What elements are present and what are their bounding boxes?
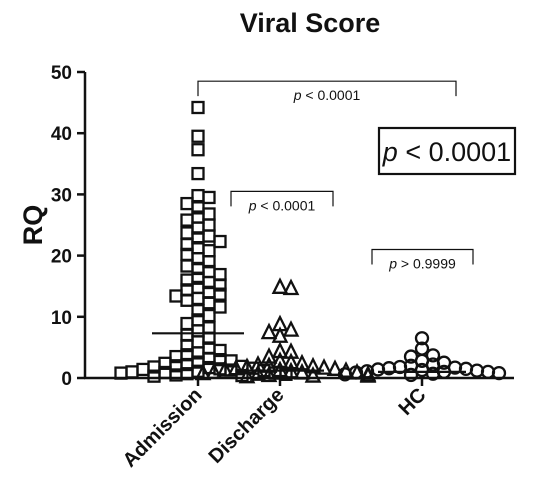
data-point-discharge <box>260 365 278 383</box>
data-point-discharge <box>282 320 300 337</box>
data-point-admission <box>191 188 205 203</box>
data-point-discharge <box>238 357 256 375</box>
data-point-discharge <box>205 362 223 380</box>
data-point-discharge <box>271 360 289 378</box>
data-point-hc <box>491 365 507 381</box>
y-tick-label: 10 <box>51 308 72 329</box>
data-point-admission <box>180 338 194 353</box>
data-point-admission <box>213 300 227 314</box>
data-point-admission <box>180 213 194 227</box>
data-point-hc <box>403 367 419 383</box>
x-tick-label: HC <box>395 384 431 420</box>
data-point-discharge <box>238 366 256 384</box>
data-point-hc <box>337 367 353 382</box>
p-value-label: p < 0.0001 <box>248 197 316 213</box>
x-tick-label: Admission <box>119 384 207 472</box>
data-point-discharge <box>260 347 278 364</box>
p-value-label: p < 0.0001 <box>293 87 361 103</box>
data-point-admission <box>202 218 216 232</box>
x-tick-label: Discharge <box>205 384 289 468</box>
data-point-admission <box>169 349 183 364</box>
data-point-admission <box>125 365 139 379</box>
p-value-label: p > 0.9999 <box>388 255 456 271</box>
data-point-admission <box>213 343 227 358</box>
data-point-admission <box>180 293 194 307</box>
y-tick-label: 0 <box>61 369 72 390</box>
overall-p-box: p < 0.0001 <box>377 126 517 176</box>
data-point-discharge <box>260 356 278 373</box>
data-point-admission <box>169 289 183 303</box>
data-point-hc <box>425 366 441 381</box>
significance-bracket <box>230 190 334 207</box>
data-point-discharge <box>271 351 289 369</box>
data-point-discharge <box>304 365 322 383</box>
data-point-discharge <box>293 353 311 371</box>
data-point-discharge <box>282 278 300 296</box>
data-point-admission <box>191 231 205 245</box>
data-point-admission <box>202 308 216 323</box>
data-point-admission <box>202 255 216 269</box>
y-tick-label: 50 <box>51 63 72 84</box>
data-point-admission <box>213 234 227 249</box>
data-point-admission <box>180 226 194 240</box>
data-point-admission <box>169 359 183 373</box>
data-point-discharge <box>315 358 333 375</box>
data-point-admission <box>202 207 216 221</box>
data-point-admission <box>202 229 216 243</box>
data-point-admission <box>169 368 183 382</box>
significance-bracket <box>371 248 474 265</box>
data-point-admission <box>191 166 205 181</box>
data-point-admission <box>147 369 161 383</box>
data-point-admission <box>191 291 205 306</box>
data-point-admission <box>191 100 205 115</box>
data-points <box>114 100 507 384</box>
data-point-hc <box>425 348 441 363</box>
data-point-discharge <box>194 363 212 381</box>
data-point-discharge <box>227 358 245 376</box>
data-point-discharge <box>216 359 234 377</box>
significance-bracket <box>197 80 457 97</box>
data-point-admission <box>114 366 128 380</box>
overall-p-box-frame <box>377 126 517 176</box>
data-point-admission <box>180 316 194 331</box>
axes <box>83 72 514 380</box>
overall-p-value: p < 0.0001 <box>382 137 511 167</box>
data-point-hc <box>414 331 430 346</box>
y-ticks: 0 10 20 30 40 50 <box>51 63 85 390</box>
data-point-discharge <box>282 342 300 359</box>
data-point-discharge <box>271 341 289 359</box>
data-point-admission <box>180 273 194 287</box>
data-point-admission <box>213 287 227 301</box>
data-point-admission <box>191 129 205 143</box>
overall-p-symbol: p <box>382 137 398 167</box>
data-point-admission <box>191 324 205 338</box>
data-point-admission <box>191 143 205 157</box>
y-tick-label: 20 <box>51 247 72 268</box>
overall-p-rest: < 0.0001 <box>398 137 511 167</box>
data-point-discharge <box>282 352 300 370</box>
data-point-admission <box>180 196 194 211</box>
data-point-discharge <box>260 322 278 340</box>
y-tick-label: 40 <box>51 124 72 145</box>
data-point-admission <box>213 278 227 292</box>
data-point-hc <box>425 357 441 372</box>
data-point-admission <box>180 259 194 273</box>
data-point-admission <box>202 244 216 258</box>
data-point-discharge <box>271 277 289 294</box>
y-tick-label: 30 <box>51 185 72 206</box>
median-lines <box>152 332 466 373</box>
data-point-admission <box>191 335 205 349</box>
data-point-discharge <box>304 356 322 374</box>
data-point-discharge <box>326 359 344 376</box>
data-point-discharge <box>249 364 267 381</box>
data-point-admission <box>202 190 216 205</box>
y-axis-label: RQ <box>18 205 48 246</box>
data-point-discharge <box>293 362 311 380</box>
significance-brackets: p < 0.0001 p < 0.0001 p > 0.9999 <box>197 80 474 271</box>
chart-title: Viral Score <box>240 8 381 38</box>
data-point-admission <box>136 362 150 377</box>
